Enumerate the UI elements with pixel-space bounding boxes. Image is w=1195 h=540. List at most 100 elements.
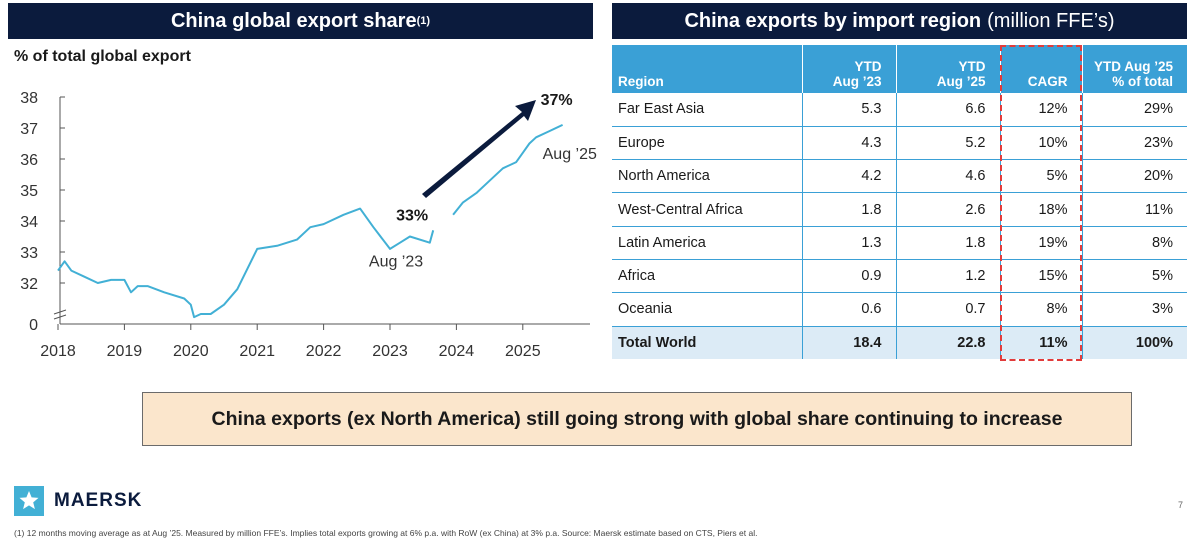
y-axis-caption: % of total global export <box>14 48 191 65</box>
cell-ytd25: 1.2 <box>896 259 1001 294</box>
star-icon <box>14 486 44 516</box>
chart-annotations: 33% Aug ’23 37% Aug ’25 <box>369 92 597 270</box>
cell-share: 29% <box>1082 93 1187 127</box>
x-axis: 2018 2019 2020 2021 2022 2023 2024 2025 <box>40 323 590 360</box>
cell-region: West-Central Africa <box>612 192 803 227</box>
x-tick-label: 2019 <box>107 343 143 360</box>
cell-share: 23% <box>1082 126 1187 161</box>
y-tick-label: 0 <box>29 317 38 334</box>
cell-region: Africa <box>612 259 803 294</box>
header-ytd-aug23-top: YTD <box>854 59 882 74</box>
cell-share: 11% <box>1082 192 1187 227</box>
y-tick-label: 36 <box>20 152 38 169</box>
series-line <box>452 123 564 216</box>
table-header-row: Region YTD Aug ’23 YTD Aug ’25 CAGR YTD Au… <box>612 45 1187 93</box>
x-tick-label: 2024 <box>439 343 475 360</box>
header-cagr: CAGR <box>1000 45 1083 93</box>
header-share-top: YTD Aug ’25 <box>1093 59 1173 74</box>
cell-ytd25: 2.6 <box>896 192 1001 227</box>
cell-ytd25: 22.8 <box>896 326 1001 360</box>
y-tick-label: 37 <box>20 121 38 138</box>
cell-ytd25: 1.8 <box>896 226 1001 260</box>
cell-region: Latin America <box>612 226 803 260</box>
cell-share: 20% <box>1082 159 1187 194</box>
cell-ytd25: 5.2 <box>896 126 1001 161</box>
table-row: Africa 0.9 1.2 15% 5% <box>612 259 1187 294</box>
table-row: Far East Asia 5.3 6.6 12% 29% <box>612 93 1187 127</box>
y-tick-label: 35 <box>20 183 38 200</box>
cell-share: 3% <box>1082 292 1187 327</box>
cell-cagr: 12% <box>1000 93 1083 127</box>
x-tick-label: 2020 <box>173 343 209 360</box>
cell-share: 100% <box>1082 326 1187 360</box>
x-tick-label: 2021 <box>239 343 275 360</box>
table-row: Europe 4.3 5.2 10% 23% <box>612 126 1187 161</box>
cell-cagr: 8% <box>1000 292 1083 327</box>
cell-cagr: 11% <box>1000 326 1083 360</box>
left-panel-title: China global export share <box>170 9 417 32</box>
header-ytd-aug25: YTD Aug ’25 <box>896 45 1001 93</box>
y-tick-label: 34 <box>20 214 38 231</box>
right-panel-header: China exports by import region (million F… <box>612 3 1187 39</box>
axis-break-mark <box>53 309 67 320</box>
cell-ytd23: 1.8 <box>802 192 897 227</box>
table-row: North America 4.2 4.6 5% 20% <box>612 159 1187 194</box>
table-row: West-Central Africa 1.8 2.6 18% 11% <box>612 192 1187 227</box>
cell-ytd23: 18.4 <box>802 326 897 360</box>
key-message-callout: China exports (ex North America) still g… <box>142 392 1132 446</box>
cell-cagr: 18% <box>1000 192 1083 227</box>
region-export-table: Region YTD Aug ’23 YTD Aug ’25 CAGR YTD Au… <box>612 45 1187 360</box>
y-tick-label: 33 <box>20 245 38 262</box>
cell-cagr: 10% <box>1000 126 1083 161</box>
title-footnote-marker: (1) <box>416 15 431 27</box>
end-value-label: 37% <box>541 92 573 109</box>
header-share-bottom: % of total <box>1112 74 1173 89</box>
series-lines <box>57 123 564 319</box>
x-tick-label: 2018 <box>40 343 76 360</box>
cell-region: North America <box>612 159 803 194</box>
brand-name: MAERSK <box>54 490 143 511</box>
header-share: YTD Aug ’25% of total <box>1082 45 1187 93</box>
x-tick-label: 2025 <box>505 343 541 360</box>
cell-ytd23: 5.3 <box>802 93 897 127</box>
cell-region: Far East Asia <box>612 93 803 127</box>
header-ytd-aug25-top: YTD <box>958 59 986 74</box>
trend-arrow-icon <box>422 100 536 198</box>
page-number: 7 <box>1177 500 1183 510</box>
y-tick-label: 32 <box>20 276 38 293</box>
cell-ytd23: 1.3 <box>802 226 897 260</box>
cell-region: Total World <box>612 326 803 360</box>
cell-share: 5% <box>1082 259 1187 294</box>
callout-text: China exports (ex North America) still g… <box>211 407 1063 430</box>
right-panel-title: China exports by import region <box>684 9 982 32</box>
start-value-label: 33% <box>396 207 428 224</box>
x-tick-label: 2023 <box>372 343 408 360</box>
right-panel-title-unit: (million FFE’s) <box>987 9 1115 32</box>
cell-ytd23: 4.3 <box>802 126 897 161</box>
y-axis: 38 37 36 35 34 33 32 0 <box>20 90 67 334</box>
export-share-chart: 38 37 36 35 34 33 32 0 2018 2019 2020 2021 2022 2023… <box>20 90 597 360</box>
end-date-label: Aug ’25 <box>543 146 597 163</box>
footnote: (1) 12 months moving average as at Aug ’… <box>14 528 758 538</box>
start-date-label: Aug ’23 <box>369 253 423 270</box>
series-line <box>57 207 435 319</box>
cell-ytd23: 4.2 <box>802 159 897 194</box>
cell-region: Europe <box>612 126 803 161</box>
header-ytd-aug23: YTD Aug ’23 <box>802 45 897 93</box>
cell-ytd25: 4.6 <box>896 159 1001 194</box>
maersk-logo: MAERSK <box>14 486 142 516</box>
table-row: Latin America 1.3 1.8 19% 8% <box>612 226 1187 260</box>
cell-cagr: 19% <box>1000 226 1083 260</box>
left-panel-header: China global export share (1) <box>8 3 593 39</box>
x-tick-label: 2022 <box>306 343 342 360</box>
cell-region: Oceania <box>612 292 803 327</box>
table-row: Oceania 0.6 0.7 8% 3% <box>612 292 1187 327</box>
cell-ytd23: 0.6 <box>802 292 897 327</box>
header-region: Region <box>612 45 803 93</box>
cell-cagr: 5% <box>1000 159 1083 194</box>
cell-cagr: 15% <box>1000 259 1083 294</box>
cell-ytd25: 0.7 <box>896 292 1001 327</box>
y-tick-label: 38 <box>20 90 38 107</box>
cell-ytd23: 0.9 <box>802 259 897 294</box>
cell-share: 8% <box>1082 226 1187 260</box>
